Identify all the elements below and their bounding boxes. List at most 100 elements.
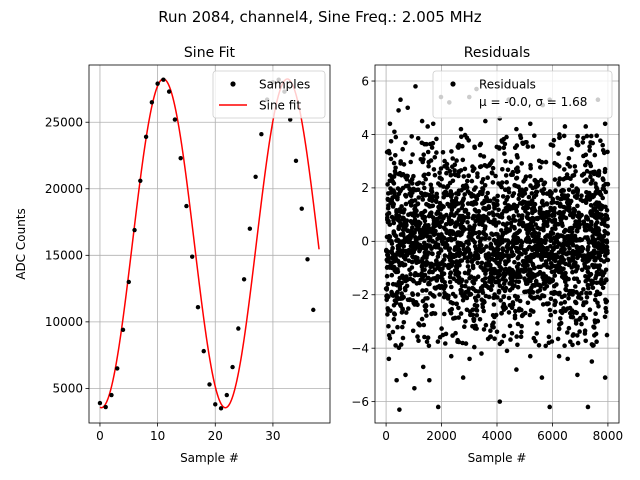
residual-point bbox=[385, 312, 390, 317]
residual-point bbox=[600, 247, 606, 253]
residual-point bbox=[604, 238, 609, 243]
residual-point bbox=[583, 235, 588, 240]
residual-point bbox=[434, 150, 439, 155]
residual-point bbox=[566, 156, 572, 161]
residual-point bbox=[585, 223, 590, 229]
residual-point bbox=[553, 188, 558, 193]
residual-point bbox=[556, 353, 562, 359]
residual-point bbox=[504, 134, 509, 140]
residual-point bbox=[603, 212, 608, 218]
residual-point bbox=[499, 234, 505, 240]
residual-point bbox=[457, 259, 462, 265]
residual-point bbox=[408, 219, 414, 224]
residual-point bbox=[411, 278, 417, 284]
residual-point bbox=[544, 301, 550, 307]
residual-point bbox=[408, 179, 413, 184]
residual-point bbox=[540, 302, 546, 307]
residual-point bbox=[478, 141, 484, 147]
residual-point bbox=[542, 240, 548, 245]
residuals-data bbox=[383, 84, 611, 412]
residual-point bbox=[460, 143, 465, 149]
residual-point bbox=[408, 248, 414, 253]
sample-point bbox=[218, 406, 224, 411]
residual-point bbox=[550, 143, 556, 148]
residual-point bbox=[564, 283, 569, 288]
residual-point bbox=[557, 132, 562, 137]
residual-point bbox=[479, 351, 484, 356]
residual-point bbox=[499, 228, 504, 233]
residual-point bbox=[456, 191, 461, 197]
residual-point bbox=[527, 312, 533, 318]
residual-point bbox=[481, 267, 486, 273]
residual-point bbox=[531, 238, 537, 243]
residual-point bbox=[419, 212, 425, 218]
residual-point bbox=[462, 215, 468, 220]
residual-point bbox=[524, 255, 530, 261]
residual-point bbox=[427, 269, 432, 275]
residual-point bbox=[472, 144, 477, 150]
sine-fit-legend: Samples Sine fit bbox=[212, 70, 326, 119]
residual-point bbox=[459, 220, 465, 225]
residual-point bbox=[491, 201, 497, 206]
residual-point bbox=[575, 372, 580, 378]
residual-point bbox=[485, 190, 491, 196]
residual-point bbox=[507, 281, 512, 286]
residual-point bbox=[391, 293, 396, 298]
residual-point bbox=[563, 215, 569, 221]
residual-point bbox=[472, 253, 477, 258]
residual-point bbox=[546, 319, 552, 324]
residual-point bbox=[581, 287, 586, 292]
residuals-ytick-label: 2 bbox=[361, 181, 369, 195]
residual-point bbox=[462, 294, 468, 299]
residual-point bbox=[502, 151, 507, 156]
residuals-xtick-label: 8000 bbox=[593, 429, 624, 443]
residual-point bbox=[544, 212, 550, 217]
residual-point bbox=[579, 321, 584, 327]
residual-point bbox=[585, 217, 591, 222]
residual-point bbox=[488, 241, 494, 247]
residual-point bbox=[409, 259, 415, 265]
residual-point bbox=[587, 226, 593, 232]
sample-point bbox=[178, 155, 183, 161]
residual-point bbox=[590, 280, 596, 286]
residual-point bbox=[515, 342, 520, 348]
residual-point bbox=[447, 274, 453, 280]
residual-point bbox=[398, 302, 403, 307]
residual-point bbox=[466, 227, 472, 232]
residual-point bbox=[434, 136, 439, 142]
residual-point bbox=[574, 276, 580, 282]
residual-point bbox=[437, 200, 443, 206]
residual-point bbox=[561, 133, 567, 139]
residual-point bbox=[423, 176, 429, 182]
residual-point bbox=[415, 213, 420, 218]
residual-point bbox=[408, 229, 413, 235]
residual-point bbox=[586, 193, 592, 198]
residual-point bbox=[442, 311, 447, 317]
residual-point bbox=[575, 340, 581, 346]
residual-point bbox=[441, 271, 447, 277]
residual-point bbox=[568, 314, 574, 320]
residual-point bbox=[410, 298, 416, 303]
residual-point bbox=[459, 200, 465, 205]
residual-point bbox=[464, 307, 470, 313]
sample-point bbox=[143, 134, 149, 140]
residual-point bbox=[532, 133, 537, 138]
residuals-ytick-label: 6 bbox=[361, 74, 369, 88]
sine-fit-grid bbox=[89, 65, 330, 423]
residual-point bbox=[424, 339, 430, 345]
residual-point bbox=[430, 303, 435, 309]
residual-point bbox=[429, 145, 435, 150]
residual-point bbox=[415, 302, 420, 308]
residual-point bbox=[478, 152, 483, 158]
residual-point bbox=[602, 169, 608, 175]
sample-point bbox=[236, 326, 241, 331]
residual-point bbox=[417, 227, 423, 233]
residual-point bbox=[512, 226, 517, 231]
residual-point bbox=[435, 244, 440, 250]
residual-point bbox=[489, 231, 494, 236]
residual-point bbox=[468, 191, 474, 197]
residual-point bbox=[495, 275, 501, 280]
residual-point bbox=[384, 297, 390, 303]
residual-point bbox=[603, 267, 609, 273]
residual-point bbox=[512, 182, 517, 188]
